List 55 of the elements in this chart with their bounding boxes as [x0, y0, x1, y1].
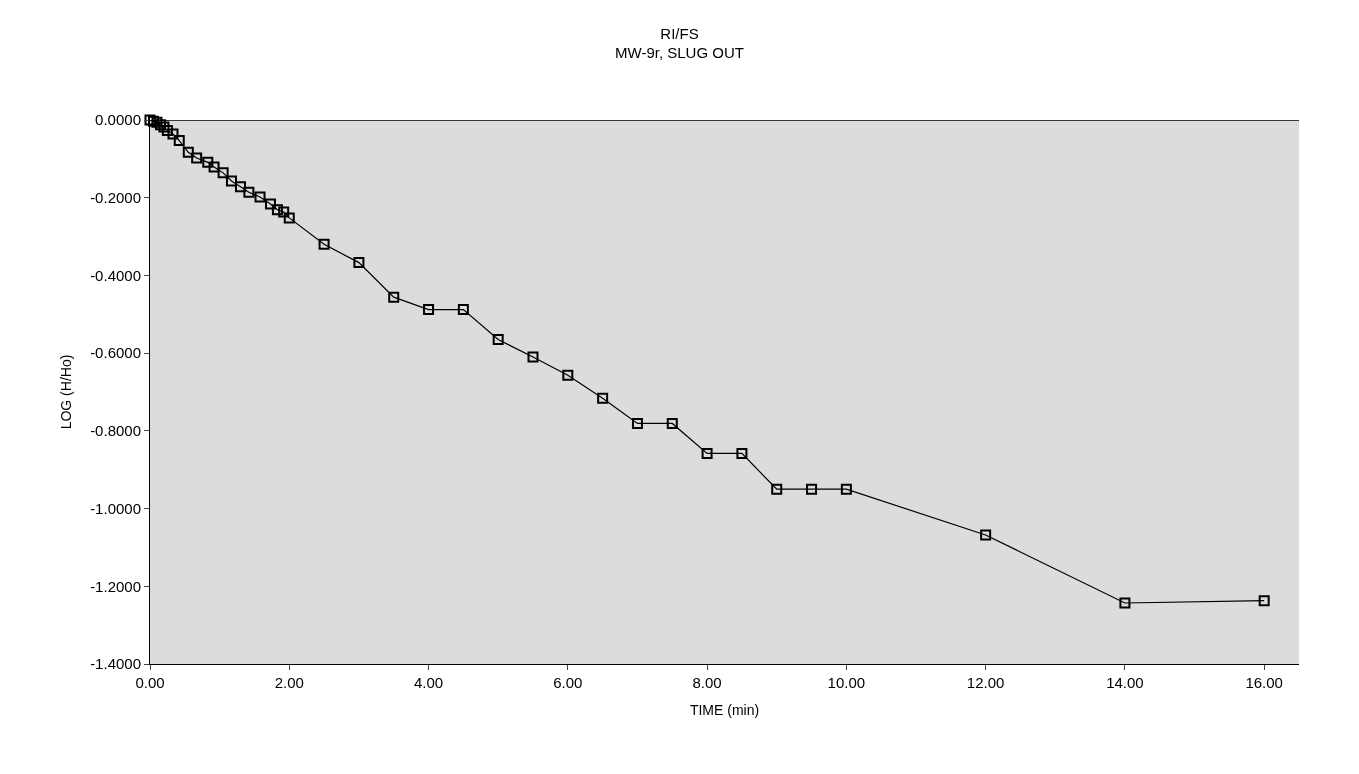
- point: [527, 351, 539, 363]
- point: [217, 167, 229, 179]
- x-tick-label: 10.00: [827, 674, 866, 691]
- point: [264, 198, 276, 210]
- y-axis-title: LOG (H/Ho): [57, 354, 74, 430]
- point: [457, 304, 469, 316]
- point: [243, 186, 255, 198]
- point: [173, 135, 185, 147]
- point: [388, 291, 400, 303]
- point: [225, 175, 237, 187]
- point: [980, 529, 992, 541]
- y-tick-label: -0.4000: [90, 266, 141, 284]
- point: [1119, 597, 1131, 609]
- point: [1258, 595, 1270, 607]
- point: [562, 369, 574, 381]
- point: [283, 212, 295, 224]
- x-tick-label: 16.00: [1245, 674, 1283, 691]
- y-tick-label: -1.4000: [90, 655, 141, 673]
- y-tick-label: -1.0000: [90, 499, 141, 517]
- point: [167, 128, 179, 140]
- x-tick-label: 0.00: [135, 674, 165, 691]
- point: [235, 181, 247, 193]
- point: [806, 483, 818, 495]
- point: [492, 334, 504, 346]
- point: [208, 161, 220, 173]
- x-tick-label: 6.00: [553, 674, 583, 691]
- point: [353, 257, 365, 269]
- point: [271, 204, 283, 216]
- chart-subtitle: MW-9r, SLUG OUT: [615, 44, 744, 62]
- point: [701, 447, 713, 459]
- point: [191, 152, 203, 164]
- x-tick-label: 4.00: [413, 674, 444, 691]
- point: [771, 483, 783, 495]
- x-tick-label: 2.00: [274, 674, 304, 691]
- point: [423, 304, 435, 316]
- x-tick-label: 14.00: [1106, 674, 1144, 691]
- point: [278, 206, 290, 218]
- point: [318, 238, 330, 250]
- point: [597, 392, 609, 404]
- point: [631, 417, 643, 429]
- point: [202, 156, 214, 168]
- y-tick-label: -0.6000: [90, 344, 141, 362]
- x-tick-label: 8.00: [692, 674, 722, 691]
- chart-title: RI/FS: [660, 24, 699, 42]
- point: [254, 191, 266, 203]
- point: [182, 146, 194, 158]
- x-tick-label: 12.00: [966, 674, 1005, 691]
- y-tick-label: 0.0000: [95, 111, 141, 129]
- y-tick-label: -1.2000: [90, 577, 141, 595]
- point: [736, 447, 748, 459]
- x-axis-title: TIME (min): [689, 702, 760, 719]
- point: [840, 483, 852, 495]
- y-tick-label: -0.2000: [90, 188, 141, 206]
- point: [666, 417, 678, 429]
- y-tick-label: -0.8000: [90, 422, 141, 440]
